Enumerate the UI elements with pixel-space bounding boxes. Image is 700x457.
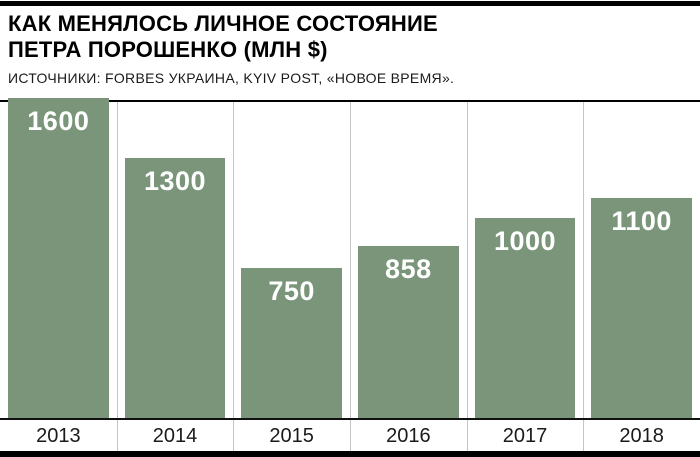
column-gridline — [116, 100, 118, 451]
bottom-rule — [0, 451, 700, 457]
bar-2014: 1300 — [124, 158, 226, 418]
column-gridline — [583, 100, 585, 451]
column-gridline — [350, 100, 351, 451]
chart-source: ИСТОЧНИКИ: FORBES УКРАИНА, KYIV POST, «Н… — [8, 70, 455, 86]
bar-2016: 858 — [358, 246, 459, 418]
bar-2018: 1100 — [591, 198, 692, 418]
x-axis-label-2015: 2015 — [269, 425, 314, 447]
x-axis-label-2018: 2018 — [619, 425, 664, 447]
bar-value-label: 858 — [385, 254, 432, 285]
x-axis-label-2013: 2013 — [36, 425, 81, 447]
bar-value-label: 1600 — [27, 106, 90, 136]
x-axis-label-2016: 2016 — [386, 425, 431, 447]
x-axis-label-2017: 2017 — [502, 425, 548, 447]
top-rule — [0, 1, 700, 6]
column-gridline — [233, 100, 235, 451]
bar-2015: 750 — [241, 268, 342, 418]
x-axis-baseline — [0, 418, 700, 420]
bar-2013: 1600 — [8, 98, 109, 418]
bar-value-label: 1100 — [611, 206, 672, 236]
column-gridline — [466, 100, 468, 451]
bar-value-label: 750 — [268, 276, 315, 306]
x-axis-label-2014: 2014 — [152, 425, 198, 447]
bar-2017: 1000 — [474, 218, 576, 418]
chart-title-line2: ПЕТРА ПОРОШЕНКО (МЛН $) — [8, 37, 328, 62]
bar-value-label: 1300 — [143, 166, 207, 196]
chart-title-line1: КАК МЕНЯЛОСЬ ЛИЧНОЕ СОСТОЯНИЕ — [8, 11, 438, 36]
chart-title: КАК МЕНЯЛОСЬ ЛИЧНОЕ СОСТОЯНИЕ ПЕТРА ПОРО… — [8, 11, 438, 63]
bar-value-label: 1000 — [493, 226, 557, 256]
chart-top-border — [0, 100, 700, 102]
